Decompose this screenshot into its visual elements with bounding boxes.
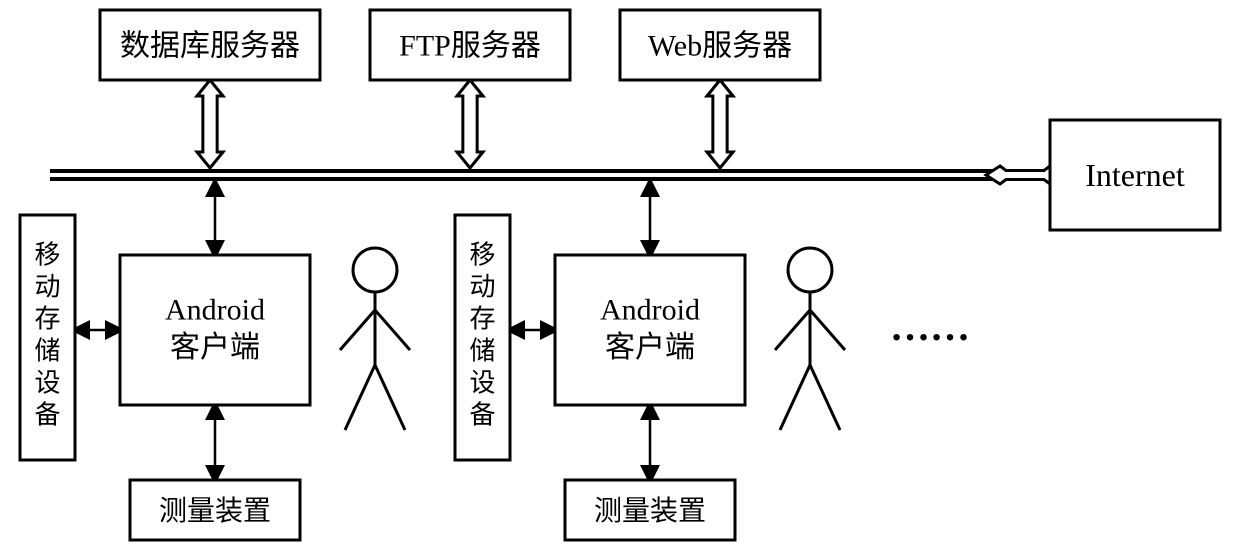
measure-device-2-label: 测量装置: [594, 495, 706, 527]
mobile-storage-2-label: 存: [469, 305, 495, 334]
server-bus-arrow-2: [707, 80, 733, 168]
android-client-2-label-1: Android: [600, 294, 700, 327]
mobile-storage-1-label: 存: [34, 305, 60, 334]
mobile-storage-1-label: 动: [34, 273, 60, 302]
internet-label: Internet: [1085, 157, 1185, 193]
db-server-label: 数据库服务器: [120, 30, 300, 63]
user-icon-0: [340, 248, 410, 430]
web-server-label: Web服务器: [648, 30, 792, 63]
mobile-storage-1-label: 设: [34, 369, 60, 398]
mobile-storage-2-label: 备: [469, 401, 495, 430]
android-client-2-box: [555, 255, 745, 405]
android-client-1-label-1: Android: [165, 294, 265, 327]
android-client-2-label-2: 客户端: [605, 331, 695, 364]
mobile-storage-1-label: 储: [34, 337, 60, 366]
ellipsis: ……: [890, 304, 970, 349]
server-bus-arrow-1: [457, 80, 483, 168]
measure-device-1-label: 测量装置: [159, 495, 271, 527]
mobile-storage-1-label: 移: [34, 241, 60, 270]
mobile-storage-2-label: 储: [469, 337, 495, 366]
ftp-server-label: FTP服务器: [399, 30, 541, 63]
mobile-storage-2-label: 设: [469, 369, 495, 398]
mobile-storage-2-label: 动: [469, 273, 495, 302]
android-client-1-label-2: 客户端: [170, 331, 260, 364]
server-bus-arrow-0: [197, 80, 223, 168]
android-client-1-box: [120, 255, 310, 405]
mobile-storage-1-label: 备: [34, 401, 60, 430]
user-icon-1: [775, 248, 845, 430]
mobile-storage-2-label: 移: [469, 241, 495, 270]
